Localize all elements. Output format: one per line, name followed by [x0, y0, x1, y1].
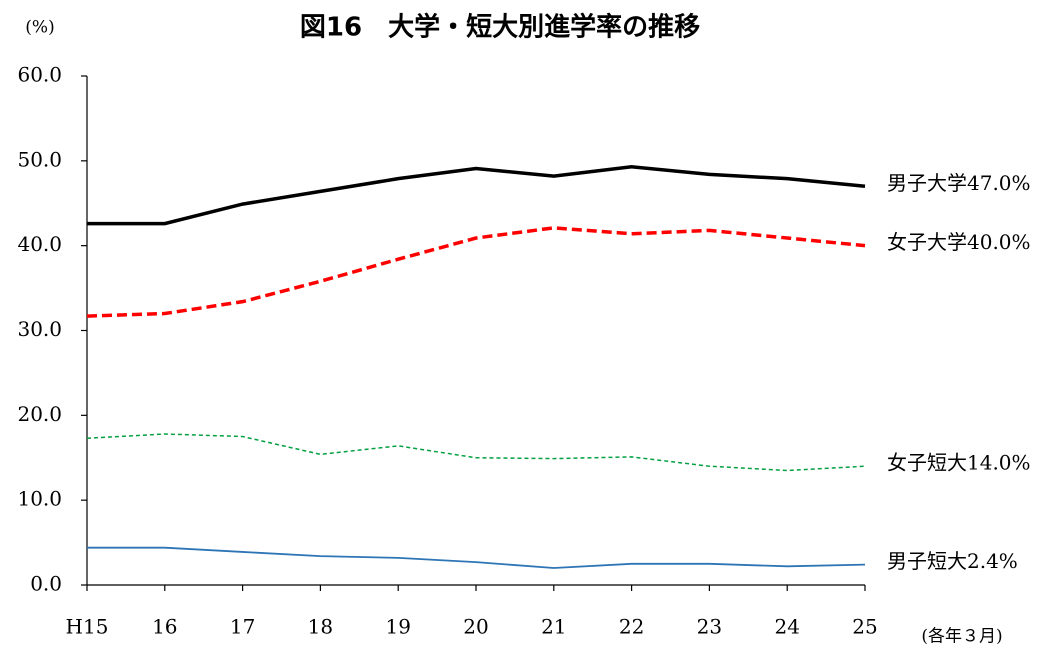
series-label: 女子大学40.0%: [887, 230, 1031, 254]
series-line: [87, 165, 866, 226]
x-tick-label: 18: [308, 615, 333, 639]
x-tick-label: H15: [66, 615, 109, 639]
y-tick-label: 50.0: [17, 147, 62, 171]
series-line: [86, 433, 866, 472]
y-tick-label: 20.0: [17, 402, 62, 426]
x-tick-label: 19: [385, 615, 410, 639]
series-line: [87, 546, 866, 569]
y-tick-label: 10.0: [17, 487, 62, 511]
x-note: (各年３月): [921, 627, 1002, 647]
y-tick-label: 30.0: [17, 317, 62, 341]
x-tick-label: 20: [463, 615, 488, 639]
x-tick-label: 17: [230, 615, 255, 639]
series-label: 男子大学47.0%: [887, 171, 1031, 195]
series-line: [86, 226, 866, 318]
x-tick-label: 25: [852, 615, 877, 639]
y-tick-label: 40.0: [17, 232, 62, 256]
x-tick-label: 22: [619, 615, 644, 639]
x-tick-label: 24: [774, 615, 799, 639]
series-label: 男子短大2.4%: [887, 549, 1018, 573]
y-unit: (%): [25, 18, 54, 38]
series-label: 女子短大14.0%: [887, 451, 1031, 475]
x-tick-label: 16: [152, 615, 177, 639]
y-tick-label: 60.0: [17, 63, 62, 87]
x-tick-label: 21: [541, 615, 566, 639]
x-tick-label: 23: [697, 615, 722, 639]
chart-title: 図16 大学・短大別進学率の推移: [300, 12, 700, 43]
y-tick-label: 0.0: [30, 572, 62, 596]
